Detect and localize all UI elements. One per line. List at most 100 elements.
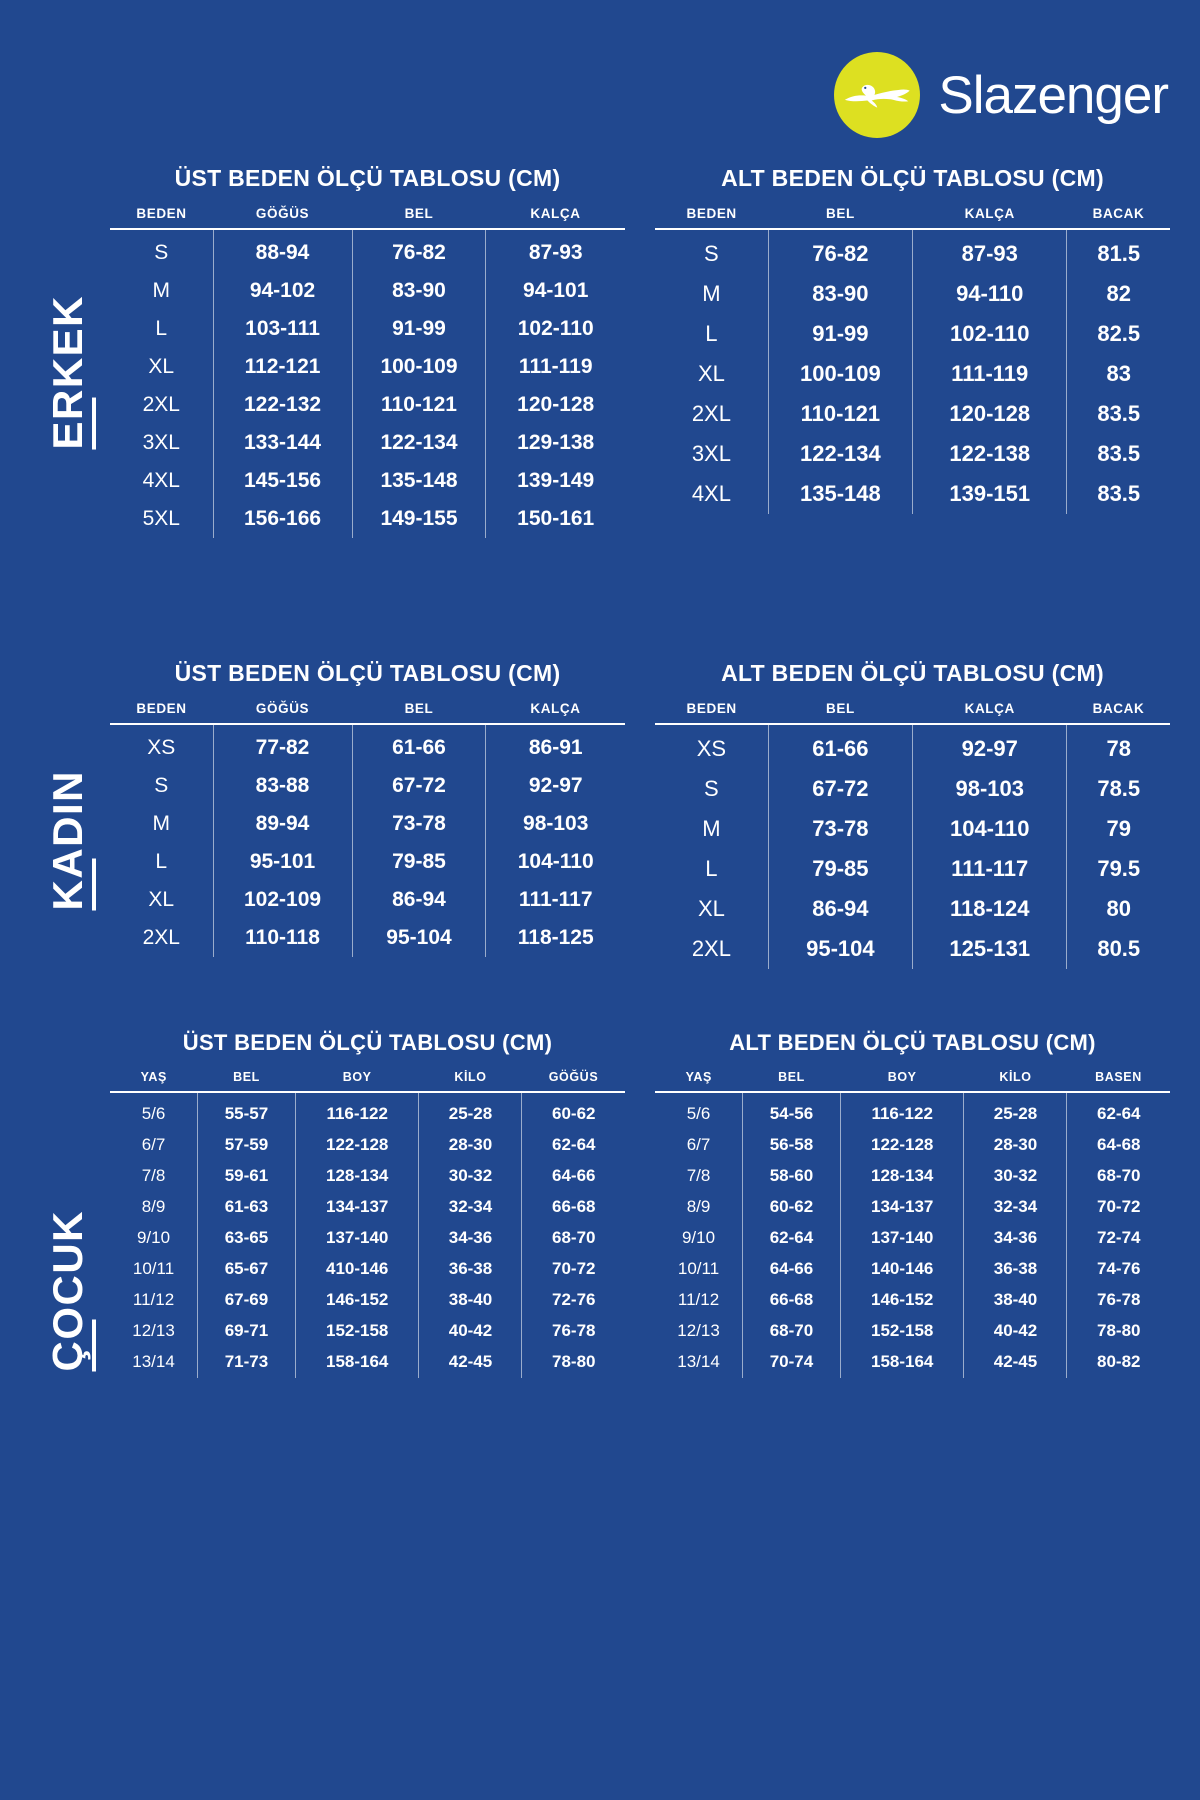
table-cell: XL bbox=[148, 355, 175, 378]
table-cell: S bbox=[154, 774, 169, 797]
table-cell: 137-140 bbox=[839, 1222, 964, 1254]
col-header: KALÇA bbox=[485, 206, 625, 230]
table-cell: 135-148 bbox=[767, 474, 913, 514]
brand-logo: Slazenger bbox=[834, 52, 1169, 138]
col-header: KALÇA bbox=[912, 206, 1067, 230]
table-cell: M bbox=[702, 816, 721, 841]
col-header: BASEN bbox=[1066, 1070, 1170, 1093]
table-cell: 12/13 bbox=[677, 1321, 720, 1340]
col-header: KİLO bbox=[963, 1070, 1067, 1093]
table-cell: XL bbox=[697, 896, 725, 921]
table-cell: 87-93 bbox=[911, 229, 1067, 274]
table-cell: 32-34 bbox=[418, 1191, 522, 1223]
table-cell: 110-121 bbox=[767, 394, 913, 434]
table-cell: 150-161 bbox=[485, 500, 625, 538]
table-cell: 83 bbox=[1066, 354, 1170, 394]
table-cell: S bbox=[154, 241, 169, 264]
table-row: L 91-99 102-110 82.5 bbox=[655, 314, 1170, 354]
label-underline bbox=[92, 397, 96, 450]
table-cell: 94-102 bbox=[212, 272, 353, 310]
table-cell: 102-110 bbox=[911, 314, 1067, 354]
table-cell: 65-67 bbox=[197, 1253, 296, 1285]
table-cell: 95-104 bbox=[351, 919, 486, 957]
table-cell: 60-62 bbox=[742, 1191, 841, 1223]
table-cell: 87-93 bbox=[485, 229, 625, 272]
section-label-kadin: KADIN bbox=[44, 770, 96, 911]
table-cell: 118-125 bbox=[485, 919, 625, 957]
table-cell: 66-68 bbox=[742, 1284, 841, 1316]
table-cell: 128-134 bbox=[294, 1160, 419, 1192]
table-row: 11/12 66-68 146-152 38-40 76-78 bbox=[655, 1284, 1170, 1316]
col-header: BEL bbox=[768, 206, 913, 230]
table-cell: 122-132 bbox=[212, 386, 353, 424]
table-cell: M bbox=[702, 281, 721, 306]
table-cell: 118-124 bbox=[911, 889, 1067, 929]
table-body: XS 61-66 92-97 78 S 67-72 98-103 78.5 M 73-78 104-… bbox=[655, 724, 1170, 969]
table-cell: 120-128 bbox=[911, 394, 1067, 434]
table-body: XS 77-82 61-66 86-91 S 83-88 67-72 92-97 M 89-94 7… bbox=[110, 724, 625, 957]
table-cell: 30-32 bbox=[418, 1160, 522, 1192]
table-cell: 86-94 bbox=[351, 881, 486, 919]
col-header: GÖĞÜS bbox=[521, 1070, 625, 1093]
table-cell: 110-121 bbox=[351, 386, 486, 424]
table-cell: 78-80 bbox=[1066, 1315, 1170, 1347]
col-header: BEL bbox=[768, 701, 913, 725]
table-cell: 133-144 bbox=[212, 424, 353, 462]
table-row: 12/13 68-70 152-158 40-42 78-80 bbox=[655, 1315, 1170, 1347]
table-cell: 3XL bbox=[691, 441, 731, 466]
table-cell: S bbox=[704, 776, 719, 801]
table-cell: 95-104 bbox=[767, 929, 913, 969]
label-underline bbox=[92, 858, 96, 911]
table-cell: 62-64 bbox=[521, 1129, 625, 1161]
table-cell: 67-72 bbox=[351, 767, 486, 805]
table-cell: 60-62 bbox=[521, 1092, 625, 1130]
table-cell: 38-40 bbox=[963, 1284, 1067, 1316]
table-row: 8/9 61-63 134-137 32-34 66-68 bbox=[110, 1191, 625, 1223]
table-cell: M bbox=[152, 812, 171, 835]
table-row: 5/6 54-56 116-122 25-28 62-64 bbox=[655, 1092, 1170, 1130]
table-row: XL 86-94 118-124 80 bbox=[655, 889, 1170, 929]
table-cell: 67-69 bbox=[197, 1284, 296, 1316]
table-row: 5/6 55-57 116-122 25-28 60-62 bbox=[110, 1092, 625, 1130]
table-row: 4XL 145-156 135-148 139-149 bbox=[110, 462, 625, 500]
table-cell: 91-99 bbox=[767, 314, 913, 354]
table-cell: 36-38 bbox=[963, 1253, 1067, 1285]
table-cell: 4XL bbox=[691, 481, 731, 506]
table-cell: 78 bbox=[1066, 724, 1170, 769]
table-row: L 95-101 79-85 104-110 bbox=[110, 843, 625, 881]
table-cell: 72-74 bbox=[1066, 1222, 1170, 1254]
table-row: 6/7 56-58 122-128 28-30 64-68 bbox=[655, 1129, 1170, 1161]
table-body: S 76-82 87-93 81.5 M 83-90 94-110 82 L 91-99 102-1… bbox=[655, 229, 1170, 514]
table-cell: 156-166 bbox=[212, 500, 353, 538]
table-row: 9/10 62-64 137-140 34-36 72-74 bbox=[655, 1222, 1170, 1254]
table-cell: 10/11 bbox=[677, 1259, 720, 1278]
table-cell: 68-70 bbox=[521, 1222, 625, 1254]
table-cell: 40-42 bbox=[963, 1315, 1067, 1347]
table-cell: 2XL bbox=[142, 926, 180, 949]
table-cell: 120-128 bbox=[485, 386, 625, 424]
col-header: BOY bbox=[840, 1070, 964, 1093]
table-cell: 128-134 bbox=[839, 1160, 964, 1192]
table-cell: 2XL bbox=[691, 401, 731, 426]
table-row: XL 112-121 100-109 111-119 bbox=[110, 348, 625, 386]
table-cell: 98-103 bbox=[911, 769, 1067, 809]
col-header: GÖĞÜS bbox=[213, 206, 353, 230]
table-cell: 112-121 bbox=[212, 348, 353, 386]
table-cell: 134-137 bbox=[294, 1191, 419, 1223]
table-cell: 102-109 bbox=[212, 881, 353, 919]
table-cell: 122-134 bbox=[767, 434, 913, 474]
table-cell: 4XL bbox=[142, 469, 180, 492]
table-cell: 6/7 bbox=[686, 1135, 711, 1154]
table-cell: 62-64 bbox=[742, 1222, 841, 1254]
table-cell: 69-71 bbox=[197, 1315, 296, 1347]
table-cell: 111-119 bbox=[485, 348, 625, 386]
table-row: 13/14 70-74 158-164 42-45 80-82 bbox=[655, 1346, 1170, 1378]
table-cell: 2XL bbox=[142, 393, 180, 416]
table-cell: 5/6 bbox=[686, 1104, 711, 1123]
table-cell: 139-151 bbox=[911, 474, 1067, 514]
table-cell: 8/9 bbox=[141, 1197, 166, 1216]
table-row: 2XL 95-104 125-131 80.5 bbox=[655, 929, 1170, 969]
col-header: BEDEN bbox=[110, 206, 213, 230]
table-cell: 59-61 bbox=[197, 1160, 296, 1192]
table-row: 12/13 69-71 152-158 40-42 76-78 bbox=[110, 1315, 625, 1347]
